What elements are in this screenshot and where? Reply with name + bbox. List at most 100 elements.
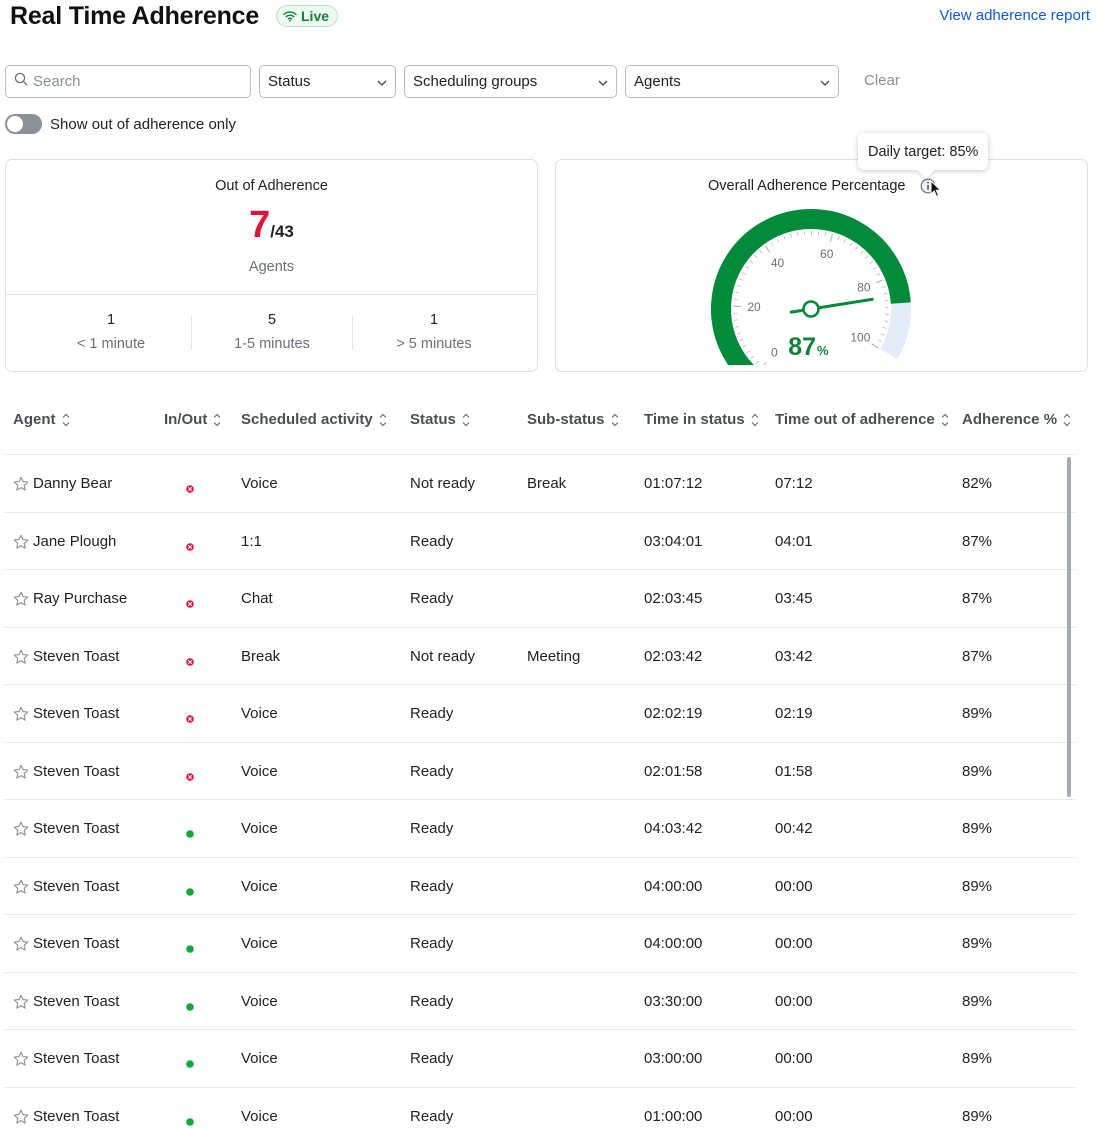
time-out-of-adherence: 00:00 [775,1050,813,1067]
agent-name[interactable]: Steven Toast [33,1050,120,1067]
gauge-tick [871,343,879,349]
agents-filter-select[interactable]: Agents [625,65,839,98]
time-out-of-adherence: 03:45 [775,590,813,607]
table-row[interactable]: Steven Toast Voice Ready 04:00:00 00:00 89% [4,914,1076,971]
agent-name[interactable]: Steven Toast [33,877,120,895]
column-scheduled-activity[interactable]: Scheduled activity [241,411,387,428]
favorite-star-icon[interactable] [13,706,29,727]
table-row[interactable]: Steven Toast Voice Ready 04:03:42 00:42 89% [4,799,1076,856]
time-in-status: 02:01:58 [644,762,703,780]
favorite-star-icon[interactable] [13,534,29,555]
agent-name[interactable]: Steven Toast [33,1107,120,1125]
bucket-count: 1 [106,312,116,328]
adherence-percent: 87% [962,647,993,665]
agent-name[interactable]: Steven Toast [33,705,120,722]
sort-icon [941,412,949,428]
column-time-out-of-adherence[interactable]: Time out of adherence [775,411,949,428]
status: Ready [410,762,454,780]
adherence-percent: 89% [962,935,993,952]
agent-name[interactable]: Steven Toast [33,935,120,952]
live-badge: Live [276,5,339,27]
status: Ready [410,705,454,722]
time-out-of-adherence: 00:00 [775,1107,813,1125]
favorite-star-icon[interactable] [13,821,29,842]
scheduled-activity: Chat [241,590,273,607]
adherence-percent: 89% [962,1107,993,1125]
out-of-adherence-title: Out of Adherence [215,178,328,194]
column-time-in-status[interactable]: Time in status [644,411,759,428]
column-in-out[interactable]: In/Out [164,411,221,428]
table-row[interactable]: Jane Plough 1:1 Ready 03:04:01 04:01 87% [4,511,1076,569]
scheduled-activity: Break [241,647,281,665]
daily-target-tooltip: Daily target: 85% [858,133,989,170]
gauge-tick [869,261,874,265]
column-agent[interactable]: Agent [13,411,70,428]
column-sub-status[interactable]: Sub-status [527,411,619,428]
table-scrollbar[interactable] [1067,457,1071,797]
table-row[interactable]: Steven Toast Voice Ready 03:30:00 00:00 89% [4,971,1076,1029]
favorite-star-icon[interactable] [13,936,29,957]
scheduled-activity: Voice [241,1050,278,1067]
gauge-tick [738,278,743,281]
agent-name[interactable]: Jane Plough [33,532,117,550]
agent-name[interactable]: Steven Toast [33,762,120,780]
table-row[interactable]: Steven Toast Voice Ready 02:01:58 01:58 89% [4,741,1076,799]
agent-name[interactable]: Ray Purchase [33,590,128,607]
out-of-adherence-toggle[interactable] [5,114,42,134]
search-box[interactable] [5,65,251,98]
out-of-adherence-icon [186,480,194,498]
out-of-adherence-icon [186,538,194,556]
gauge-tick [849,242,853,247]
gauge-tick [754,254,758,259]
status: Ready [410,992,454,1010]
favorite-star-icon[interactable] [13,764,29,785]
gauge-tick [783,235,786,240]
status-filter-select[interactable]: Status [259,65,396,98]
agent-name[interactable]: Steven Toast [33,820,120,837]
table-row[interactable]: Ray Purchase Chat Ready 02:03:45 03:45 87% [4,569,1076,626]
gauge-tick [749,260,754,264]
table-row[interactable]: Steven Toast Voice Ready 02:02:19 02:19 89% [4,684,1076,741]
gauge-tick-label: 60 [820,247,834,261]
in-adherence-icon [186,1113,194,1128]
agent-name[interactable]: Steven Toast [33,647,120,665]
favorite-star-icon[interactable] [13,649,29,670]
table-row[interactable]: Steven Toast Voice Ready 01:00:00 00:00 89% [4,1086,1076,1128]
gauge-tick-labels: 0 20 40 60 80 100 [747,247,870,359]
column-adherence-percent[interactable]: Adherence % [962,411,1071,428]
agent-name[interactable]: Steven Toast [33,992,120,1010]
wifi-icon [283,10,297,22]
toggle-knob [7,116,23,132]
search-input[interactable] [33,73,233,90]
favorite-star-icon[interactable] [13,591,29,612]
clear-filters-button[interactable]: Clear [864,72,900,89]
scheduling-groups-select[interactable]: Scheduling groups [404,65,617,98]
adherence-percent: 82% [962,475,993,492]
favorite-star-icon[interactable] [13,1051,29,1072]
column-status[interactable]: Status [410,411,470,428]
overall-adherence-card: Overall Adherence Percentage [555,159,1088,372]
chevron-down-icon [820,73,830,90]
favorite-star-icon[interactable] [13,1109,29,1128]
time-in-status: 03:00:00 [644,1050,703,1067]
table-row[interactable]: Danny Bear Voice Not ready Break 01:07:12 07:… [4,454,1076,511]
table-row[interactable]: Steven Toast Break Not ready Meeting 02:03:4… [4,626,1076,684]
gauge-tick-label: 0 [771,346,778,360]
table-row[interactable]: Steven Toast Voice Ready 04:00:00 00:00 89% [4,856,1076,914]
gauge-tick [750,355,755,360]
bucket-count: 1 [429,312,439,328]
view-adherence-report-link[interactable]: View adherence report [939,7,1090,24]
gauge-tick [739,338,744,342]
status-filter-label: Status [268,73,311,90]
favorite-star-icon[interactable] [13,994,29,1015]
time-out-of-adherence: 00:00 [775,877,813,895]
mouse-cursor-icon [930,179,942,203]
sort-icon [62,412,70,428]
time-out-of-adherence: 04:01 [775,532,813,550]
table-row[interactable]: Steven Toast Voice Ready 03:00:00 00:00 89% [4,1029,1076,1086]
time-out-of-adherence: 01:58 [775,762,813,780]
favorite-star-icon[interactable] [13,879,29,900]
agent-name[interactable]: Danny Bear [33,475,113,492]
favorite-star-icon[interactable] [13,476,29,497]
time-in-status: 01:00:00 [644,1107,703,1125]
